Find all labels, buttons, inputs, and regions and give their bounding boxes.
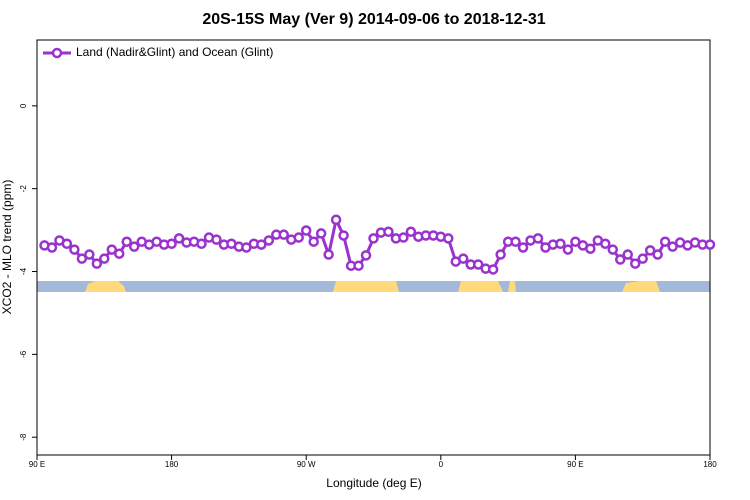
data-point bbox=[76, 253, 88, 264]
x-tick-label: 180 bbox=[703, 460, 717, 469]
chart-title: 20S-15S May (Ver 9) 2014-09-06 to 2018-1… bbox=[202, 11, 545, 28]
data-point bbox=[84, 249, 95, 260]
data-point bbox=[607, 244, 619, 255]
y-tick-label: -2 bbox=[19, 185, 28, 193]
data-point bbox=[644, 245, 656, 256]
data-point bbox=[659, 236, 671, 247]
land-band bbox=[458, 281, 503, 292]
data-point bbox=[69, 244, 80, 255]
y-tick-label: -6 bbox=[19, 350, 28, 358]
data-point bbox=[315, 228, 327, 239]
data-point bbox=[353, 260, 364, 271]
data-point bbox=[300, 225, 312, 236]
surface-strip bbox=[37, 281, 710, 292]
data-point bbox=[457, 253, 469, 264]
data-point bbox=[338, 230, 349, 241]
data-point bbox=[121, 236, 132, 247]
y-axis-label: XCO2 - MLO trend (ppm) bbox=[0, 180, 14, 315]
data-point bbox=[629, 258, 641, 269]
data-point bbox=[562, 244, 574, 255]
data-point bbox=[517, 242, 529, 253]
data-point bbox=[61, 238, 73, 250]
x-tick-label: 90 E bbox=[29, 460, 45, 469]
data-point bbox=[211, 234, 222, 245]
x-axis-label: Longitude (deg E) bbox=[326, 476, 421, 490]
x-tick-label: 180 bbox=[165, 460, 179, 469]
data-point bbox=[704, 239, 716, 250]
data-point bbox=[615, 254, 626, 265]
data-point bbox=[405, 226, 417, 238]
data-point bbox=[114, 248, 125, 259]
y-tick-label: -4 bbox=[19, 267, 28, 275]
data-point bbox=[443, 233, 454, 244]
data-point bbox=[383, 226, 394, 238]
data-point bbox=[91, 258, 103, 269]
land-band bbox=[333, 281, 399, 292]
x-tick-label: 0 bbox=[439, 460, 444, 469]
data-point bbox=[398, 232, 409, 243]
y-tick-label: -8 bbox=[19, 433, 28, 441]
data-point bbox=[555, 238, 566, 250]
x-tick-label: 90 W bbox=[297, 460, 316, 469]
data-point bbox=[360, 250, 372, 261]
data-point bbox=[600, 238, 611, 250]
data-point bbox=[196, 238, 207, 250]
data-point bbox=[173, 233, 185, 244]
data-point bbox=[585, 243, 596, 254]
data-point bbox=[323, 249, 334, 260]
data-point bbox=[495, 249, 506, 260]
data-point bbox=[256, 239, 267, 250]
data-point bbox=[99, 253, 110, 264]
land-band bbox=[622, 281, 660, 292]
data-point bbox=[293, 232, 304, 243]
data-point bbox=[510, 236, 521, 247]
data-point bbox=[263, 235, 275, 246]
data-point bbox=[532, 233, 544, 244]
data-point bbox=[46, 242, 58, 253]
land-band bbox=[508, 281, 516, 292]
data-point bbox=[330, 214, 342, 226]
data-point bbox=[278, 229, 290, 240]
data-point bbox=[622, 249, 633, 260]
data-point bbox=[487, 264, 499, 275]
data-point bbox=[652, 249, 663, 260]
data-point bbox=[637, 253, 648, 264]
data-point bbox=[667, 241, 678, 252]
x-tick-label: 90 E bbox=[567, 460, 583, 469]
data-point bbox=[106, 244, 118, 255]
y-tick-label: 0 bbox=[19, 103, 28, 108]
data-point bbox=[128, 241, 140, 252]
legend-marker bbox=[51, 47, 63, 59]
data-point bbox=[368, 233, 379, 244]
data-point bbox=[308, 236, 319, 247]
legend-label: Land (Nadir&Glint) and Ocean (Glint) bbox=[76, 45, 273, 59]
land-band bbox=[85, 281, 126, 292]
data-point bbox=[166, 238, 177, 250]
data-point bbox=[472, 259, 484, 270]
